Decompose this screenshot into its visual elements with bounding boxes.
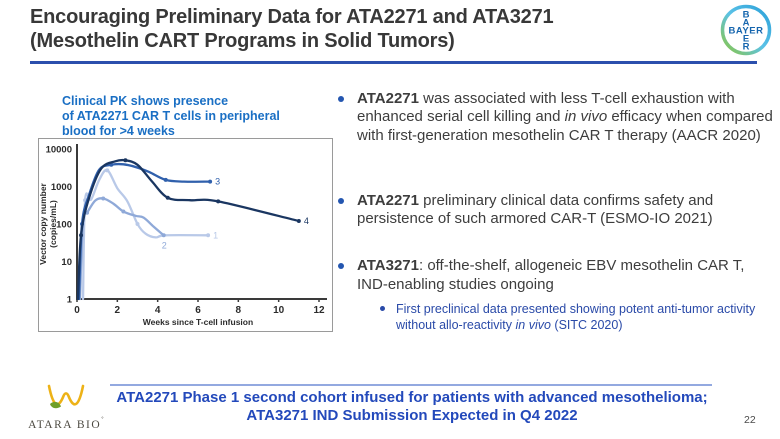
bayer-logo: BAYER B A E R [720, 4, 772, 56]
bullet-text: ATA3271: off-the-shelf, allogeneic EBV m… [357, 257, 745, 293]
series-label-1: 1 [213, 230, 218, 240]
series-marker-4 [79, 233, 84, 238]
bullet-text: ATA2271 was associated with less T-cell … [357, 90, 773, 144]
y-tick-label: 100 [56, 220, 72, 231]
x-tick-label: 12 [313, 305, 325, 316]
atara-trademark: ˚ [101, 416, 104, 425]
x-tick-label: 0 [74, 305, 80, 316]
series-line-3 [77, 162, 212, 301]
bayer-letter-v4: R [743, 42, 750, 53]
bayer-word-horizontal: BAYER [729, 26, 764, 37]
bullet-dot [338, 96, 344, 102]
atara-crown-icon [47, 384, 85, 409]
takeaway-banner: ATA2271 Phase 1 second cohort infused fo… [104, 389, 720, 424]
atara-logo: ATARA BIO˚ [18, 383, 114, 431]
bullet-item: ATA3271: off-the-shelf, allogeneic EBV m… [336, 257, 778, 294]
y-tick-label: 10 [61, 257, 72, 268]
series-marker-1 [206, 233, 211, 238]
series-label-2: 2 [162, 240, 167, 250]
x-tick-label: 4 [155, 305, 161, 316]
series-line-2 [78, 197, 165, 301]
y-tick-label: 1 [67, 295, 73, 306]
series-marker-4 [296, 219, 301, 224]
atara-crown-stroke [47, 384, 85, 406]
title-line-2: (Mesothelin CART Programs in Solid Tumor… [30, 30, 455, 53]
x-axis-title: Weeks since T-cell infusion [143, 317, 253, 327]
bayer-circle [720, 4, 772, 56]
bayer-letter-v3: E [743, 34, 749, 45]
y-tick-label: 10000 [46, 145, 72, 156]
bullet-item: ATA2271 preliminary clinical data confir… [336, 192, 778, 229]
bayer-letter-v2: A [743, 18, 750, 29]
series-marker-2 [161, 233, 166, 238]
title-line-1: Encouraging Preliminary Data for ATA2271… [30, 6, 554, 28]
bullet-item: ATA2271 was associated with less T-cell … [336, 90, 778, 145]
x-tick-label: 8 [236, 305, 242, 316]
bullet-text: First preclinical data presented showing… [396, 302, 756, 333]
y-axis-title: Vector copy number [39, 182, 48, 264]
bullet-list: ATA2271 was associated with less T-cell … [336, 90, 778, 334]
bullet-dot [380, 306, 385, 312]
series-marker-2 [121, 209, 126, 214]
series-marker-3 [208, 179, 213, 184]
bullet-dot [338, 263, 344, 270]
banner-divider [110, 384, 712, 386]
x-tick-label: 6 [195, 305, 201, 316]
title-underline [30, 61, 757, 64]
series-marker-1 [135, 222, 140, 226]
series-marker-4 [216, 199, 221, 204]
banner-line-1: ATA2271 Phase 1 second cohort infused fo… [116, 389, 708, 406]
atara-wordmark: ATARA BIO˚ [28, 416, 104, 431]
pk-chart: 1 10 100 1000 10000 0 2 4 6 8 10 12 Weeks since T-ce… [38, 138, 333, 332]
series-marker-3 [163, 177, 168, 182]
chart-caption: Clinical PK shows presence of ATA2271 CA… [62, 94, 280, 138]
series-label-3: 3 [215, 177, 220, 187]
series-marker-4 [165, 195, 170, 200]
bayer-letter-v1: B [743, 10, 750, 21]
series-marker-1 [105, 168, 110, 173]
y-tick-label: 1000 [51, 182, 72, 193]
atara-leaf-icon [50, 401, 61, 409]
sub-bullet-item: First preclinical data presented showing… [378, 301, 778, 334]
series-marker-4 [123, 158, 128, 163]
x-tick-label: 2 [115, 305, 121, 316]
bullet-dot [338, 197, 344, 204]
series-marker-2 [101, 196, 106, 201]
series-line-4 [76, 158, 300, 301]
page-title: Encouraging Preliminary Data for ATA2271… [30, 5, 720, 54]
page-number: 22 [744, 414, 756, 426]
series-label-4: 4 [304, 216, 309, 226]
bullet-text: ATA2271 preliminary clinical data confir… [357, 191, 714, 228]
y-axis-title-units: (copies/mL) [48, 200, 58, 248]
x-tick-label: 10 [273, 305, 285, 316]
series-line-1 [81, 168, 210, 301]
banner-line-2: ATA3271 IND Submission Expected in Q4 20… [246, 406, 578, 424]
